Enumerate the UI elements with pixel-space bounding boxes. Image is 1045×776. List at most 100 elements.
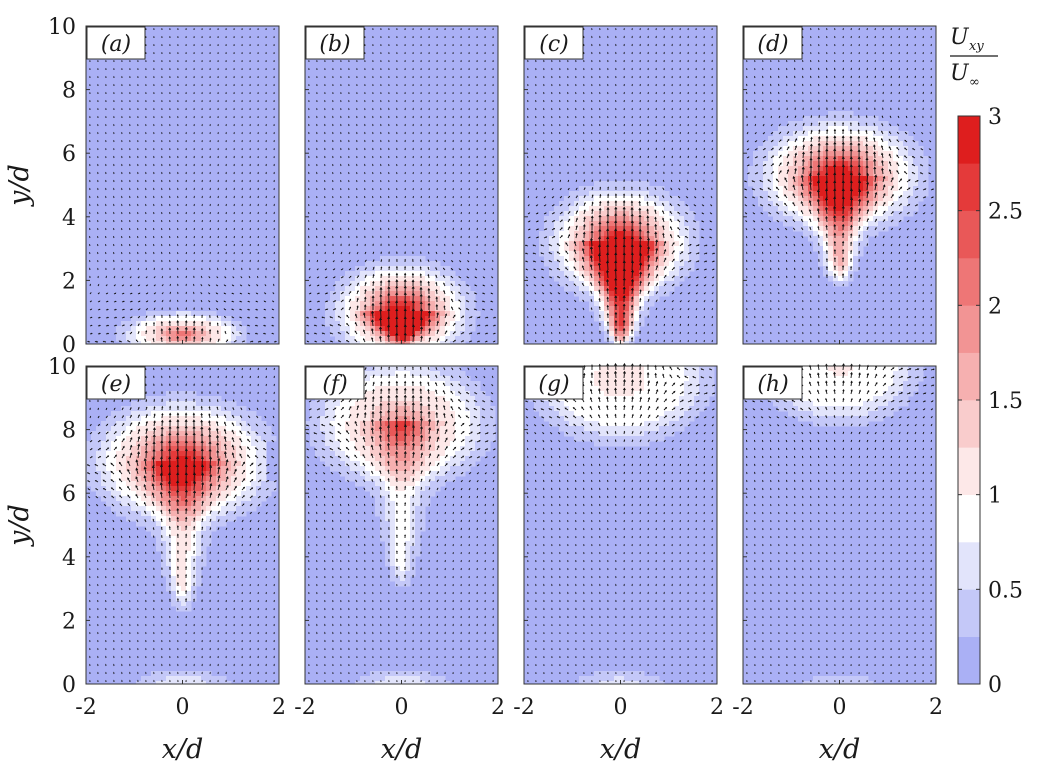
quiver-arrow bbox=[703, 307, 706, 311]
contour-cell bbox=[753, 191, 769, 197]
contour-cell bbox=[430, 321, 436, 327]
quiver-arrow bbox=[217, 338, 220, 343]
quiver-arrow bbox=[460, 147, 462, 151]
quiver-arrow bbox=[337, 340, 342, 343]
quiver-arrow bbox=[808, 209, 812, 215]
contour-cell bbox=[878, 181, 884, 187]
quiver-arrow bbox=[898, 83, 900, 87]
quiver-arrow bbox=[754, 75, 756, 79]
panel-label-text: (d) bbox=[757, 32, 788, 57]
contour-cell bbox=[674, 206, 690, 212]
quiver-arrow bbox=[551, 179, 553, 183]
quiver-arrow bbox=[573, 274, 577, 279]
quiver-arrow bbox=[420, 131, 422, 135]
quiver-arrow bbox=[874, 209, 878, 215]
quiver-arrow bbox=[663, 139, 665, 143]
quiver-arrow bbox=[201, 243, 203, 247]
quiver-arrow bbox=[778, 291, 780, 295]
contour-cell bbox=[634, 331, 640, 337]
quiver-arrow bbox=[372, 147, 374, 151]
contour-cell bbox=[614, 291, 630, 297]
quiver-arrow bbox=[476, 316, 481, 319]
quiver-arrow bbox=[623, 155, 625, 159]
quiver-arrow bbox=[800, 174, 804, 183]
quiver-arrow bbox=[663, 248, 667, 255]
contour-cell bbox=[395, 336, 401, 342]
quiver-arrow bbox=[177, 140, 179, 143]
contour-cell bbox=[674, 246, 685, 252]
quiver-arrow bbox=[567, 339, 569, 343]
quiver-arrow bbox=[825, 180, 829, 191]
contour-cell bbox=[589, 191, 650, 197]
quiver-arrow bbox=[465, 308, 470, 311]
quiver-arrow bbox=[225, 211, 227, 215]
quiver-arrow bbox=[882, 227, 885, 231]
quiver-arrow bbox=[420, 36, 422, 39]
quiver-arrow bbox=[703, 292, 706, 295]
contour-cell bbox=[559, 216, 570, 222]
contour-cell bbox=[121, 341, 132, 344]
quiver-arrow bbox=[348, 275, 352, 279]
quiver-arrow bbox=[655, 67, 657, 71]
quiver-arrow bbox=[745, 220, 748, 223]
contour-cell bbox=[669, 261, 675, 267]
quiver-arrow bbox=[865, 122, 868, 127]
quiver-arrow bbox=[420, 139, 422, 143]
quiver-arrow bbox=[209, 235, 211, 239]
quiver-arrow bbox=[476, 195, 478, 199]
quiver-arrow bbox=[930, 243, 933, 247]
contour-cell bbox=[609, 286, 630, 292]
contour-cell bbox=[594, 301, 600, 307]
quiver-arrow bbox=[535, 75, 537, 79]
contour-cell bbox=[465, 296, 476, 302]
quiver-arrow bbox=[372, 266, 375, 271]
contour-cell bbox=[385, 301, 391, 307]
quiver-arrow bbox=[914, 291, 916, 295]
quiver-arrow bbox=[711, 131, 713, 135]
quiver-arrow bbox=[615, 131, 617, 135]
quiver-arrow bbox=[559, 115, 561, 119]
quiver-arrow bbox=[591, 67, 593, 71]
quiver-arrow bbox=[930, 251, 932, 255]
quiver-arrow bbox=[906, 91, 908, 95]
quiver-arrow bbox=[492, 155, 494, 159]
quiver-arrow bbox=[348, 203, 350, 207]
quiver-arrow bbox=[169, 155, 171, 159]
quiver-arrow bbox=[450, 259, 454, 263]
quiver-arrow bbox=[484, 332, 489, 335]
contour-cell bbox=[350, 316, 356, 322]
quiver-arrow bbox=[810, 323, 812, 327]
contour-cell bbox=[644, 301, 655, 307]
quiver-arrow bbox=[460, 131, 462, 135]
contour-cell bbox=[848, 221, 854, 227]
quiver-arrow bbox=[129, 292, 133, 295]
contour-cell bbox=[674, 216, 685, 222]
quiver-arrow bbox=[223, 308, 227, 311]
quiver-arrow bbox=[801, 158, 805, 167]
contour-cell bbox=[146, 316, 157, 322]
quiver-arrow bbox=[794, 145, 798, 151]
quiver-arrow bbox=[476, 235, 478, 239]
quiver-arrow bbox=[703, 315, 706, 319]
quiver-arrow bbox=[614, 277, 618, 287]
quiver-arrow bbox=[428, 243, 430, 247]
quiver-arrow bbox=[340, 227, 342, 231]
quiver-arrow bbox=[468, 332, 473, 335]
quiver-arrow bbox=[647, 331, 649, 335]
quiver-arrow bbox=[169, 235, 171, 239]
contour-cell bbox=[878, 161, 889, 167]
quiver-arrow bbox=[929, 140, 932, 143]
quiver-arrow bbox=[754, 123, 757, 127]
contour-cell bbox=[624, 296, 630, 302]
quiver-arrow bbox=[842, 307, 844, 311]
quiver-arrow bbox=[622, 244, 626, 255]
quiver-arrow bbox=[565, 283, 569, 287]
quiver-arrow bbox=[695, 75, 697, 79]
quiver-arrow bbox=[685, 196, 689, 199]
quiver-arrow bbox=[914, 228, 917, 231]
quiver-arrow bbox=[695, 307, 698, 311]
contour-cell bbox=[360, 291, 366, 297]
quiver-arrow bbox=[273, 171, 275, 175]
contour-cell bbox=[569, 236, 575, 242]
contour-cell bbox=[330, 291, 341, 297]
